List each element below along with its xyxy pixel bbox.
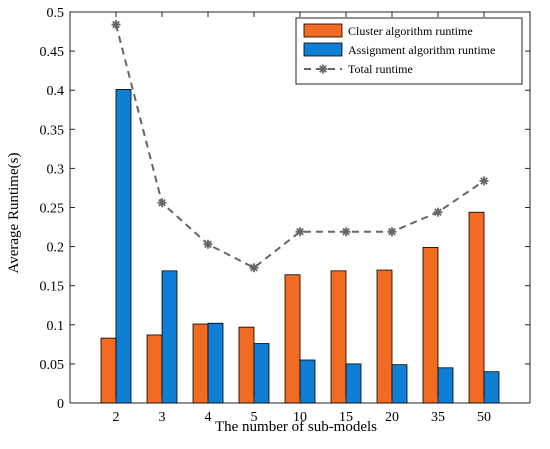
y-tick-label: 0.1 (47, 319, 65, 334)
total-runtime-marker (341, 227, 351, 237)
legend-swatch (303, 23, 343, 38)
x-tick-label: 35 (431, 410, 445, 425)
cluster-runtime-bar (376, 269, 393, 404)
y-tick-label: 0.4 (47, 84, 65, 99)
y-tick-label: 0.05 (40, 358, 65, 373)
y-tick-label: 0.35 (40, 123, 65, 138)
x-tick-label: 4 (205, 410, 212, 425)
y-axis-title: Average Runtime(s) (6, 153, 22, 274)
total-runtime-marker (433, 207, 443, 217)
total-runtime-marker (295, 227, 305, 237)
total-runtime-marker (203, 239, 213, 249)
x-tick-label: 20 (385, 410, 399, 425)
cluster-runtime-bar (100, 337, 117, 404)
total-runtime-line (115, 24, 485, 269)
assignment-runtime-bar (253, 343, 270, 404)
cluster-runtime-bar (238, 326, 255, 404)
assignment-runtime-bar (345, 363, 362, 404)
cluster-runtime-bar (146, 334, 163, 404)
y-tick-label: 0.45 (40, 45, 65, 60)
assignment-runtime-bar (483, 371, 500, 404)
cluster-runtime-bar (468, 211, 485, 404)
total-runtime-marker (111, 20, 121, 30)
assignment-runtime-bar (391, 364, 408, 404)
assignment-runtime-bar (437, 367, 454, 404)
x-tick-label: 2 (113, 410, 120, 425)
x-axis-title: The number of sub-models (215, 419, 377, 435)
total-runtime-marker (479, 176, 489, 186)
y-tick-label: 0.2 (47, 241, 65, 256)
y-tick-label: 0.15 (40, 280, 65, 295)
cluster-runtime-bar (192, 323, 209, 404)
x-tick-label: 3 (159, 410, 166, 425)
cluster-runtime-bar (284, 274, 301, 404)
legend-label: Cluster algorithm runtime (348, 24, 473, 38)
total-runtime-marker (249, 263, 259, 273)
assignment-runtime-bar (299, 359, 316, 404)
assignment-runtime-bar (207, 322, 224, 404)
cluster-runtime-bar (330, 270, 347, 404)
legend-marker (318, 64, 328, 74)
x-tick-label: 15 (339, 410, 353, 425)
cluster-runtime-bar (422, 246, 439, 404)
x-tick-label: 10 (293, 410, 307, 425)
y-tick-label: 0 (57, 397, 64, 412)
y-tick-label: 0.5 (47, 6, 65, 21)
x-axis-ticks: 2 3 4 5 10 15 20 35 50 (113, 12, 491, 425)
y-tick-label: 0.3 (47, 162, 65, 177)
total-runtime-marker (387, 227, 397, 237)
legend-label: Total runtime (348, 62, 413, 76)
assignment-runtime-bar (115, 89, 132, 404)
x-tick-label: 50 (477, 410, 491, 425)
total-runtime-marker (157, 198, 167, 208)
legend-label: Assignment algorithm runtime (348, 43, 495, 57)
assignment-runtime-bar (161, 270, 178, 404)
x-tick-label: 5 (251, 410, 258, 425)
legend: Cluster algorithm runtime Assignment algo… (295, 17, 523, 85)
y-axis-ticks: 0 0.05 0.1 0.15 0.2 0.25 0.3 0.35 0.4 0.45 0.5 (40, 6, 530, 412)
legend-swatch (303, 42, 343, 57)
y-tick-label: 0.25 (40, 202, 65, 217)
